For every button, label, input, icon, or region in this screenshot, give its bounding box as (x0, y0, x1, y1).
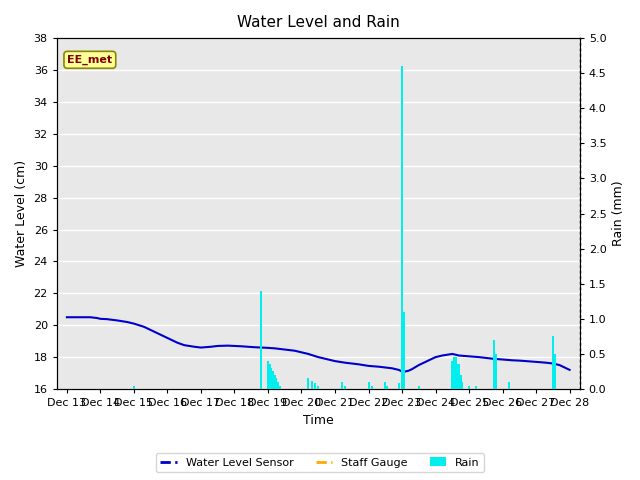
Bar (344, 385, 346, 389)
Bar (554, 354, 556, 389)
Bar (270, 368, 273, 389)
Bar (267, 361, 269, 389)
Bar (384, 382, 387, 389)
Bar (397, 384, 400, 389)
Bar (260, 291, 262, 389)
Bar (317, 385, 319, 389)
Bar (386, 385, 388, 389)
Bar (401, 66, 403, 389)
Bar (552, 336, 554, 389)
Y-axis label: Water Level (cm): Water Level (cm) (15, 160, 28, 267)
Bar (403, 312, 404, 389)
Legend: Water Level Sensor, Staff Gauge, Rain: Water Level Sensor, Staff Gauge, Rain (156, 453, 484, 472)
Text: EE_met: EE_met (67, 55, 113, 65)
Bar (314, 384, 316, 389)
Bar (460, 375, 461, 389)
Bar (269, 364, 271, 389)
Bar (367, 382, 369, 389)
Bar (307, 379, 309, 389)
Bar (453, 358, 455, 389)
Bar (495, 354, 497, 389)
Bar (275, 379, 277, 389)
Bar (133, 385, 135, 389)
Bar (371, 385, 373, 389)
Bar (468, 385, 470, 389)
Title: Water Level and Rain: Water Level and Rain (237, 15, 399, 30)
Bar (418, 385, 420, 389)
Bar (461, 382, 463, 389)
Bar (274, 375, 276, 389)
Bar (277, 382, 279, 389)
Bar (508, 382, 510, 389)
Bar (451, 361, 453, 389)
Bar (272, 372, 274, 389)
X-axis label: Time: Time (303, 414, 333, 427)
Y-axis label: Rain (mm): Rain (mm) (612, 181, 625, 246)
Bar (278, 385, 281, 389)
Bar (454, 358, 457, 389)
Bar (493, 340, 495, 389)
Bar (456, 364, 458, 389)
Bar (458, 364, 460, 389)
Bar (310, 381, 312, 389)
Bar (475, 385, 477, 389)
Bar (340, 382, 342, 389)
